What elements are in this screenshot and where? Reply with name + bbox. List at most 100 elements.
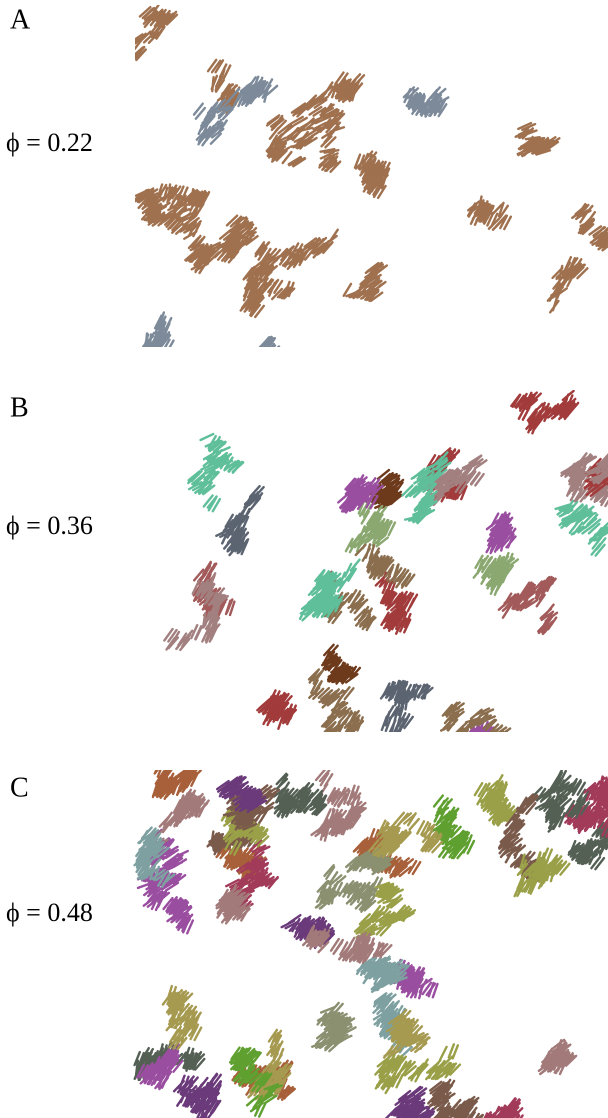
rod: [487, 744, 496, 755]
rod: [497, 733, 509, 740]
rod: [480, 739, 489, 750]
rod: [477, 732, 484, 744]
rod: [461, 758, 474, 764]
rod: [471, 735, 480, 746]
rod: [467, 734, 476, 745]
rod: [471, 752, 482, 760]
rod: [468, 751, 480, 759]
rod: [468, 751, 479, 760]
rod: [485, 751, 495, 761]
rod: [482, 732, 489, 744]
rod: [476, 748, 488, 755]
rod: [462, 753, 470, 765]
rod: [461, 745, 470, 756]
rod: [242, 356, 251, 367]
rod: [460, 745, 473, 750]
rod: [458, 740, 470, 747]
rod: [481, 746, 492, 754]
rod: [274, 353, 284, 363]
rod: [493, 736, 504, 744]
rod: [472, 752, 484, 760]
panel-label: B: [10, 392, 29, 423]
rod: [484, 740, 493, 751]
rod: [479, 736, 489, 746]
rod: [457, 744, 466, 755]
rod: [487, 735, 494, 747]
rod: [468, 745, 480, 753]
rod: [466, 757, 475, 768]
rod: [468, 731, 478, 741]
rod: [495, 738, 505, 748]
rod: [486, 744, 496, 753]
rod: [491, 736, 501, 746]
rod: [467, 751, 478, 759]
rod: [496, 733, 507, 741]
rod: [485, 738, 496, 747]
rod: [477, 748, 486, 759]
rod: [466, 732, 472, 745]
rod: [475, 739, 487, 747]
rod: [273, 352, 280, 364]
rod: [488, 742, 500, 748]
rod: [491, 731, 503, 739]
rod: [474, 732, 483, 743]
rod: [484, 734, 492, 745]
rod: [492, 736, 503, 745]
rod: [273, 352, 284, 361]
panel-label: A: [10, 4, 31, 35]
rod: [470, 731, 477, 743]
rod: [485, 747, 496, 755]
panel-label: C: [10, 772, 29, 803]
page: {"panels": [ {"label": "A", "phi": "ϕ = …: [0, 0, 608, 1118]
rod: [260, 355, 269, 365]
rod: [480, 749, 492, 756]
rod: [270, 355, 280, 364]
rod: [471, 753, 483, 761]
rod: [484, 740, 497, 745]
rod: [246, 349, 256, 359]
rod: [464, 745, 471, 757]
rod: [481, 730, 488, 742]
rod: [475, 735, 485, 745]
rod: [261, 357, 269, 368]
rod: [483, 742, 494, 751]
rod: [493, 739, 503, 749]
rod: [492, 739, 503, 747]
rod: [500, 734, 511, 742]
rod: [481, 750, 493, 758]
rod: [497, 740, 507, 750]
rod: [244, 358, 253, 369]
rod: [478, 732, 489, 741]
rod: [472, 746, 484, 754]
rod: [499, 739, 509, 749]
rod: [476, 753, 486, 763]
rod: [497, 742, 508, 751]
rod: [253, 346, 261, 358]
rod: [472, 746, 483, 754]
rod: [484, 731, 491, 743]
rod: [487, 748, 499, 755]
rod: [265, 354, 274, 365]
rod: [266, 354, 276, 363]
rod: [261, 353, 270, 364]
rod: [474, 741, 486, 748]
rod: [488, 735, 496, 746]
rod: [488, 741, 501, 746]
rod: [481, 750, 491, 760]
rod: [250, 350, 260, 360]
rod: [474, 732, 481, 744]
rod: [472, 752, 482, 762]
rod: [468, 760, 479, 768]
rod: [459, 733, 468, 743]
rod: [270, 350, 280, 360]
rod: [482, 740, 492, 749]
phi-label: ϕ = 0.22: [6, 128, 93, 157]
rod: [483, 734, 490, 746]
rod: [473, 732, 481, 744]
rod: [461, 745, 471, 755]
rod: [440, 1047, 446, 1059]
rod: [460, 734, 470, 743]
phi-label: ϕ = 0.48: [6, 898, 93, 927]
rod: [463, 746, 474, 755]
rod: [477, 749, 490, 755]
